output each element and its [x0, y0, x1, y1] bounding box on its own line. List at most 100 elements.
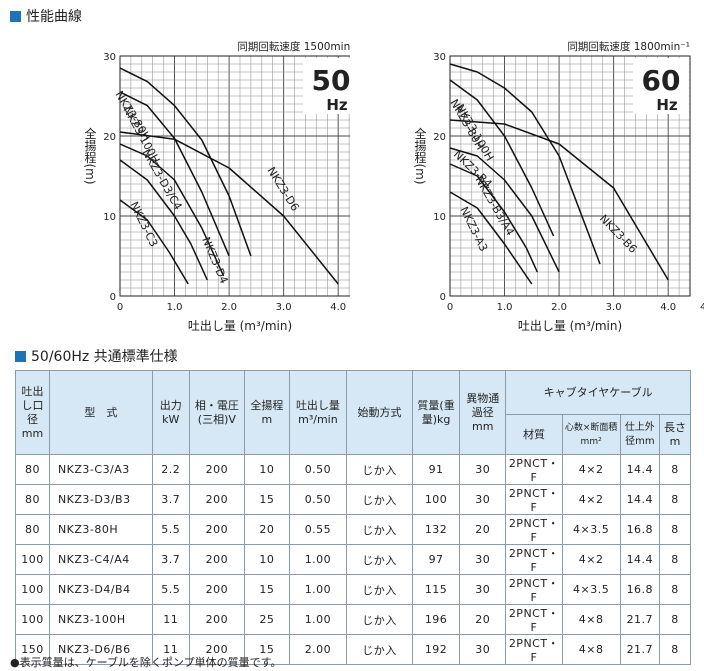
cell-output: 2.2	[151, 454, 190, 485]
cell-length: 8	[658, 514, 692, 545]
cell-model: NKZ3-D3/B3	[48, 484, 153, 515]
plot-frame	[119, 55, 350, 297]
cell-cores: 4×3.5	[561, 574, 621, 605]
curve-nkz3-d4	[119, 143, 225, 277]
cell-cores: 4×2	[561, 484, 621, 515]
y-tick-label: 10	[433, 212, 446, 223]
cell-head: 25	[243, 604, 290, 635]
x-axis-label: 吐出し量 (m³/min)	[518, 319, 622, 333]
curve-nkz3-b6	[449, 119, 669, 281]
cell-model: NKZ3-80H	[48, 514, 153, 545]
cell-cores: 4×2	[561, 544, 621, 575]
cell-flow: 1.00	[288, 574, 348, 605]
spec-section-heading: 50/60Hz 共通標準仕様	[15, 346, 178, 366]
cell-solid: 20	[459, 604, 507, 635]
cell-material: 2PNCT・F	[505, 454, 563, 485]
cell-bore: 100	[15, 574, 50, 605]
cell-length: 8	[658, 484, 692, 515]
cell-flow: 0.50	[288, 484, 348, 515]
header-length: 長さm	[658, 414, 692, 455]
performance-chart-60hz: 30 20 10 00 1.0 2.0 3.0 4.0 4.4 吐出し量 (m³/min) 全揚程(…	[413, 40, 704, 333]
y-tick-label: 20	[103, 132, 116, 143]
cell-head: 15	[243, 484, 290, 515]
y-tick-label: 0	[440, 292, 446, 303]
cell-bore: 80	[15, 484, 50, 515]
cell-cores: 4×8	[561, 634, 621, 665]
cell-length: 8	[658, 634, 692, 665]
cell-bore: 80	[15, 514, 50, 545]
curve-label: NKZ3-80H	[112, 89, 153, 144]
cell-length: 8	[658, 544, 692, 575]
x-tick-label: 4.0	[330, 302, 346, 313]
x-tick-label: 1.0	[497, 302, 513, 313]
cell-flow: 2.00	[288, 634, 348, 665]
cell-model: NKZ3-C3/A3	[48, 454, 153, 485]
y-tick-label: 0	[110, 292, 116, 303]
cell-material: 2PNCT・F	[505, 604, 563, 635]
y-tick-label: 30	[103, 52, 116, 63]
cell-outer: 16.8	[619, 574, 660, 605]
curve-nkz3-d6	[119, 131, 339, 285]
cell-start: じか入	[346, 634, 414, 665]
cell-cores: 4×2	[561, 454, 621, 485]
cell-outer: 14.4	[619, 454, 660, 485]
hz-box	[633, 58, 689, 114]
hz-number: 50	[312, 64, 350, 97]
hz-number: 60	[642, 64, 681, 97]
cell-phase: 200	[188, 454, 245, 485]
cell-flow: 0.50	[288, 454, 348, 485]
header-phase: 相・電圧(三相)V	[188, 370, 245, 455]
cell-phase: 200	[188, 514, 245, 545]
curve-nkz3-100h	[449, 63, 601, 265]
header-start: 始動方式	[346, 370, 414, 455]
cell-flow: 0.55	[288, 514, 348, 545]
cell-mass: 91	[412, 454, 461, 485]
cell-bore: 100	[15, 544, 50, 575]
speed-label: 同期回転速度 1800min⁻¹	[567, 40, 690, 53]
table-row: 100 NKZ3-D4/B4 5.5 200 15 1.00 じか入 115 30 2PNCT・F…	[15, 574, 692, 605]
hz-unit: Hz	[326, 96, 348, 114]
table-row: 80 NKZ3-D3/B3 3.7 200 15 0.50 じか入 100 30 2PNCT・F 4…	[15, 484, 692, 515]
cell-solid: 30	[459, 544, 507, 575]
cell-flow: 1.00	[288, 604, 348, 635]
curve-nkz3-a3	[449, 191, 533, 285]
header-cores: 心数×断面積mm²	[561, 414, 621, 455]
cell-output: 5.5	[151, 574, 190, 605]
header-model: 型 式	[48, 370, 153, 455]
cell-bore: 100	[15, 604, 50, 635]
cell-model: NKZ3-C4/A4	[48, 544, 153, 575]
performance-section-heading: 性能曲線	[10, 6, 82, 26]
y-tick-label: 30	[433, 52, 446, 63]
cell-phase: 200	[188, 484, 245, 515]
cell-output: 3.7	[151, 484, 190, 515]
header-output: 出力kW	[151, 370, 190, 455]
section-title: 50/60Hz 共通標準仕様	[31, 349, 178, 365]
curve-nkz3-d3-c4	[119, 159, 208, 281]
cell-outer: 21.7	[619, 634, 660, 665]
section-marker-icon	[10, 10, 21, 22]
x-tick-label: 3.0	[276, 302, 292, 313]
table-row: 100 NKZ3-C4/A4 3.7 200 10 1.00 じか入 97 30 2PNCT・F 4…	[15, 544, 692, 575]
section-marker-icon	[15, 350, 26, 362]
cell-material: 2PNCT・F	[505, 484, 563, 515]
cell-length: 8	[658, 574, 692, 605]
cell-start: じか入	[346, 544, 414, 575]
x-tick-label: 0	[447, 302, 453, 313]
cell-head: 15	[243, 574, 290, 605]
curve-label: NKZ3-B6	[597, 212, 640, 256]
cell-model: NKZ3-D4/B4	[48, 574, 153, 605]
cell-material: 2PNCT・F	[505, 514, 563, 545]
cell-solid: 30	[459, 484, 507, 515]
x-tick-label: 2.0	[551, 302, 567, 313]
cell-solid: 30	[459, 634, 507, 665]
curve-label: NKZ3-C3	[127, 200, 160, 249]
curve-nkz3-80h	[119, 91, 230, 257]
cell-outer: 21.7	[619, 604, 660, 635]
cell-mass: 196	[412, 604, 461, 635]
cell-start: じか入	[346, 514, 414, 545]
y-axis-label: 全揚程(m)	[83, 126, 97, 185]
table-row: 150 NKZ3-D6/B6 11 200 15 2.00 じか入 192 30 2PNCT・F 4…	[15, 634, 692, 665]
header-outer: 仕上外径mm	[619, 414, 660, 455]
table-row: 80 NKZ3-80H 5.5 200 20 0.55 じか入 132 20 2PNCT・F 4×3…	[15, 514, 692, 545]
